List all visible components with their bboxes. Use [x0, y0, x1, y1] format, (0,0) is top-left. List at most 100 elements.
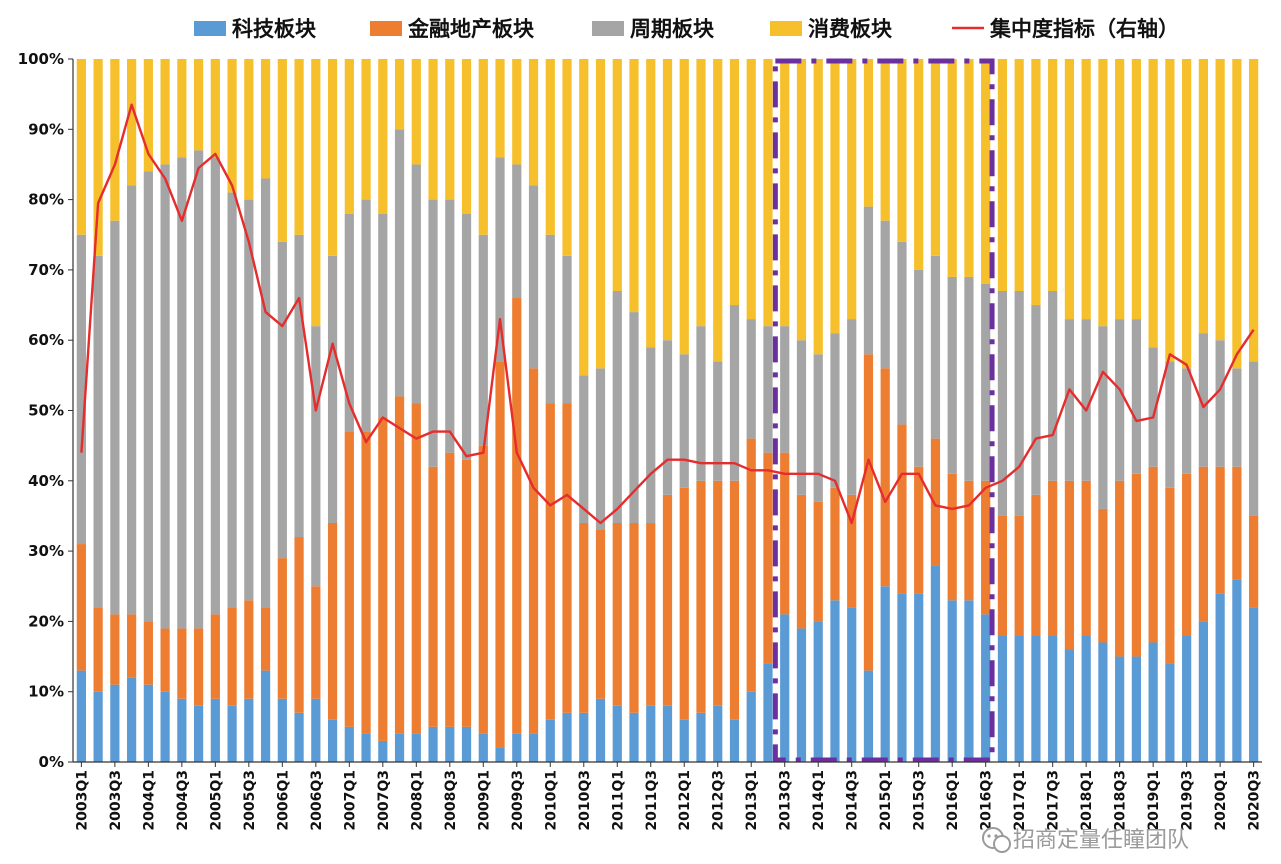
bar-2015Q1-周期板块: [880, 220, 890, 369]
bar-2006Q3-周期板块: [311, 326, 321, 587]
bar-2007Q3-科技板块: [378, 740, 388, 762]
bar-2017Q3-周期板块: [1048, 290, 1058, 481]
bar-2017Q1-周期板块: [1014, 290, 1024, 516]
bar-2019Q1-金融地产板块: [1148, 466, 1158, 643]
bar-2004Q2-周期板块: [160, 164, 170, 629]
bar-2010Q1-科技板块: [545, 719, 555, 762]
bar-2008Q2-科技板块: [428, 726, 438, 762]
bar-2019Q4-金融地产板块: [1198, 466, 1208, 622]
bar-2005Q3-周期板块: [244, 199, 254, 601]
bar-2006Q2-周期板块: [294, 234, 304, 538]
x-tick-label: 2020Q3: [1247, 770, 1263, 831]
bar-2017Q1-消费板块: [1014, 59, 1024, 291]
bar-2016Q2-金融地产板块: [964, 480, 974, 601]
x-tick-label: 2004Q3: [175, 770, 191, 831]
bar-2018Q1-金融地产板块: [1081, 480, 1091, 636]
bar-2004Q3-消费板块: [177, 59, 187, 158]
x-tick-label: 2008Q3: [443, 770, 459, 831]
x-tick-label: 2009Q1: [476, 770, 492, 831]
bar-2008Q3-消费板块: [445, 59, 455, 200]
bar-2013Q2-消费板块: [763, 59, 773, 327]
bar-2017Q4-金融地产板块: [1064, 480, 1075, 650]
bar-2019Q3-科技板块: [1182, 635, 1192, 762]
x-tick-label: 2017Q3: [1046, 770, 1062, 831]
bar-2014Q2-周期板块: [830, 333, 840, 488]
bar-2017Q2-科技板块: [1031, 635, 1041, 762]
bar-2018Q4-消费板块: [1131, 59, 1142, 320]
bar-2009Q1-周期板块: [478, 234, 488, 446]
bar-2011Q4-科技板块: [662, 705, 673, 762]
bar-2003Q1-科技板块: [76, 670, 86, 762]
x-tick-label: 2020Q1: [1213, 770, 1229, 831]
bar-2005Q2-消费板块: [227, 59, 237, 193]
bar-2019Q2-消费板块: [1165, 59, 1175, 362]
y-tick-label: 0%: [39, 753, 64, 771]
bar-2010Q4-金融地产板块: [595, 530, 606, 699]
bar-2018Q1-周期板块: [1081, 319, 1091, 481]
bar-2008Q4-周期板块: [461, 213, 472, 460]
y-tick-label: 30%: [28, 542, 64, 560]
x-tick-label: 2010Q3: [577, 770, 593, 831]
legend: 科技板块 金融地产板块 周期板块 消费板块 集中度指标（右轴）: [194, 16, 1179, 41]
bar-2014Q1-消费板块: [813, 59, 823, 355]
x-tick-label: 2011Q1: [610, 770, 626, 831]
x-tick-label: 2009Q3: [510, 770, 526, 831]
bar-2008Q1-金融地产板块: [411, 403, 421, 734]
bar-2020Q2-科技板块: [1232, 579, 1242, 762]
bar-2014Q3-金融地产板块: [847, 494, 857, 608]
bar-2011Q4-消费板块: [662, 59, 673, 341]
bar-2013Q1-消费板块: [746, 59, 756, 320]
bar-2012Q4-金融地产板块: [729, 480, 740, 720]
bar-2020Q1-消费板块: [1215, 59, 1225, 341]
bar-2007Q2-消费板块: [361, 59, 371, 200]
concentration-line: [80, 103, 1255, 525]
bar-2013Q1-周期板块: [746, 319, 756, 439]
bar-2007Q2-周期板块: [361, 199, 371, 432]
bar-2007Q1-科技板块: [344, 726, 354, 762]
bar-2009Q2-金融地产板块: [495, 361, 505, 748]
x-tick-label: 2008Q1: [409, 770, 425, 831]
bar-2006Q4-金融地产板块: [327, 522, 338, 720]
bar-2007Q2-科技板块: [361, 733, 371, 762]
bar-2012Q2-周期板块: [696, 326, 706, 481]
bar-2016Q4-科技板块: [997, 635, 1008, 762]
bar-2006Q1-金融地产板块: [277, 558, 287, 699]
bar-2009Q1-金融地产板块: [478, 445, 488, 734]
bar-2012Q3-金融地产板块: [713, 480, 723, 706]
bar-2011Q2-金融地产板块: [629, 522, 639, 713]
bar-2015Q1-科技板块: [880, 586, 890, 762]
bar-2012Q1-消费板块: [679, 59, 689, 355]
bar-2006Q1-消费板块: [277, 59, 287, 242]
x-tick-label: 2005Q3: [242, 770, 258, 831]
bar-2014Q4-金融地产板块: [863, 354, 874, 671]
bar-2016Q3-周期板块: [981, 283, 991, 481]
bar-2004Q3-周期板块: [177, 157, 187, 629]
bar-2018Q2-周期板块: [1098, 326, 1108, 509]
bar-2003Q1-金融地产板块: [76, 544, 86, 671]
bar-2014Q3-周期板块: [847, 319, 857, 495]
bar-2015Q3-周期板块: [914, 269, 924, 467]
bar-2011Q1-金融地产板块: [612, 522, 622, 706]
bar-2009Q1-科技板块: [478, 733, 488, 762]
bar-2007Q3-消费板块: [378, 59, 388, 214]
bar-2006Q1-科技板块: [277, 698, 287, 762]
bar-2003Q3-金融地产板块: [110, 614, 120, 685]
bar-2015Q4-科技板块: [930, 565, 941, 762]
bar-2014Q4-消费板块: [863, 59, 874, 207]
highlight-rect: [772, 58, 995, 763]
x-tick-label: 2015Q1: [878, 770, 894, 831]
bar-2005Q4-周期板块: [260, 178, 271, 608]
bar-2013Q3-金融地产板块: [780, 452, 790, 615]
bar-2009Q3-消费板块: [512, 59, 522, 165]
bar-2020Q1-科技板块: [1215, 593, 1225, 762]
bar-2009Q4-科技板块: [528, 733, 539, 762]
bar-2007Q4-周期板块: [394, 129, 405, 397]
bar-2015Q1-金融地产板块: [880, 368, 890, 587]
bar-2007Q2-金融地产板块: [361, 431, 371, 734]
legend-swatch-科技板块: [194, 21, 226, 36]
y-tick-label: 70%: [28, 261, 64, 279]
x-tick-label: 2016Q3: [979, 770, 995, 831]
bar-2017Q1-金融地产板块: [1014, 515, 1024, 636]
bar-2012Q1-周期板块: [679, 354, 689, 488]
